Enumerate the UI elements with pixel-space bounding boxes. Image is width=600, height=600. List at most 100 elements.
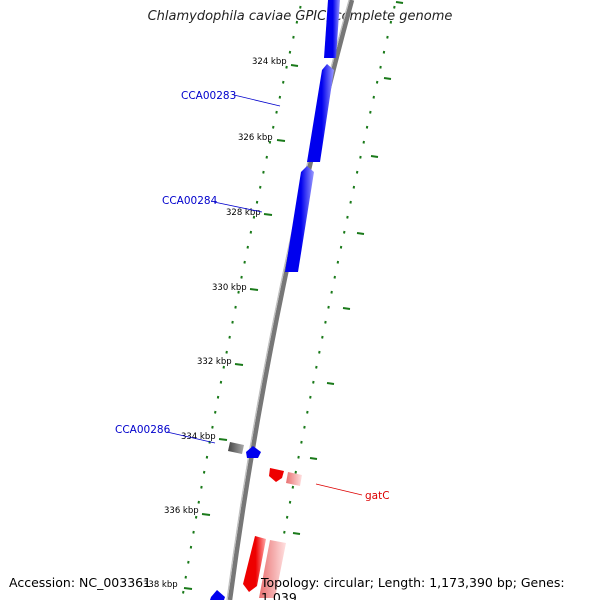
minor-tick bbox=[339, 245, 343, 249]
minor-tick bbox=[189, 545, 193, 549]
minor-tick bbox=[295, 20, 299, 24]
minor-tick bbox=[197, 500, 200, 504]
map-title: Chlamydophila caviae GPIC, complete geno… bbox=[147, 9, 453, 24]
minor-tick bbox=[231, 320, 234, 324]
genome-summary-text: Topology: circular; Length: 1,173,390 bp… bbox=[261, 575, 565, 600]
minor-tick bbox=[343, 230, 346, 234]
minor-tick bbox=[349, 200, 352, 204]
minor-tick bbox=[243, 260, 246, 264]
minor-tick bbox=[327, 305, 330, 309]
minor-tick bbox=[292, 35, 295, 39]
minor-tick bbox=[187, 560, 190, 564]
minor-tick bbox=[184, 575, 187, 579]
tick-label: 336 kbp bbox=[164, 506, 199, 516]
minor-tick bbox=[252, 215, 256, 219]
minor-tick bbox=[283, 530, 286, 534]
minor-tick bbox=[246, 245, 249, 249]
minor-tick bbox=[297, 455, 300, 459]
tick-labels: 324 kbp 326 kbp 328 kbp 330 kbp 332 kbp … bbox=[143, 57, 287, 590]
inner-tick-ring bbox=[182, 5, 302, 594]
minor-tick bbox=[194, 515, 198, 519]
minor-tick bbox=[285, 65, 288, 69]
minor-tick bbox=[382, 50, 386, 54]
minor-tick bbox=[375, 80, 379, 84]
minor-tick bbox=[288, 50, 292, 54]
minor-tick bbox=[346, 215, 349, 219]
minor-tick bbox=[222, 365, 225, 369]
gene-feature-forward[interactable] bbox=[246, 446, 261, 458]
minor-tick bbox=[362, 140, 365, 144]
minor-tick bbox=[216, 395, 220, 399]
minor-tick bbox=[306, 410, 309, 414]
minor-tick bbox=[389, 20, 393, 24]
minor-tick bbox=[372, 95, 375, 99]
minor-tick bbox=[300, 440, 303, 444]
minor-tick bbox=[192, 530, 195, 534]
minor-tick bbox=[294, 470, 297, 474]
gene-feature-reverse[interactable] bbox=[286, 472, 302, 486]
minor-tick bbox=[275, 110, 278, 114]
minor-tick bbox=[282, 80, 285, 84]
outer-tick-ring bbox=[272, 5, 396, 594]
minor-tick bbox=[386, 35, 389, 39]
gene-feature-reverse[interactable] bbox=[243, 536, 266, 592]
minor-tick bbox=[393, 5, 396, 9]
reverse-genes bbox=[243, 468, 302, 598]
major-ticks bbox=[183, 1, 404, 590]
minor-tick bbox=[182, 590, 185, 594]
minor-tick bbox=[234, 305, 237, 309]
minor-tick bbox=[268, 140, 272, 144]
backbone-line bbox=[227, 0, 355, 600]
minor-tick bbox=[240, 275, 243, 279]
minor-tick bbox=[262, 170, 265, 174]
minor-tick bbox=[355, 170, 359, 174]
minor-tick bbox=[309, 395, 312, 399]
tick-label: 326 kbp bbox=[238, 133, 273, 143]
minor-tick bbox=[365, 125, 369, 129]
gene-labels: CCA00283 CCA00284 CCA00286 gatC bbox=[115, 90, 390, 502]
gene-feature-forward[interactable] bbox=[307, 64, 334, 162]
gene-feature-reverse[interactable] bbox=[269, 468, 284, 482]
minor-tick bbox=[330, 290, 333, 294]
minor-tick bbox=[315, 365, 318, 369]
minor-tick bbox=[200, 485, 203, 489]
minor-tick bbox=[272, 125, 275, 129]
minor-tick bbox=[265, 155, 268, 159]
gene-feature-forward[interactable] bbox=[285, 166, 314, 272]
minor-tick bbox=[225, 350, 228, 354]
minor-tick bbox=[312, 380, 315, 384]
minor-tick bbox=[333, 275, 336, 279]
gene-feature-other[interactable] bbox=[228, 442, 244, 454]
minor-tick bbox=[211, 425, 214, 429]
gene-feature-reverse[interactable] bbox=[259, 540, 286, 598]
minor-tick bbox=[369, 110, 372, 114]
gene-label[interactable]: CCA00286 bbox=[115, 424, 171, 436]
minor-tick bbox=[237, 290, 240, 294]
gene-feature-forward[interactable] bbox=[210, 590, 225, 600]
minor-tick bbox=[303, 425, 306, 429]
gene-feature-forward[interactable] bbox=[324, 0, 340, 58]
tick-label: 324 kbp bbox=[252, 57, 287, 67]
minor-tick bbox=[249, 230, 253, 234]
tick-label: 334 kbp bbox=[181, 432, 216, 442]
minor-tick bbox=[285, 515, 289, 519]
minor-tick bbox=[324, 320, 327, 324]
gene-label[interactable]: CCA00283 bbox=[181, 90, 236, 102]
minor-tick bbox=[205, 455, 209, 459]
tick-label: 330 kbp bbox=[212, 283, 247, 293]
gene-label[interactable]: gatC bbox=[365, 490, 390, 502]
minor-tick bbox=[255, 200, 259, 204]
minor-tick bbox=[318, 350, 321, 354]
accession-text: Accession: NC_003361 bbox=[9, 575, 152, 590]
minor-tick bbox=[352, 185, 356, 189]
forward-genes bbox=[210, 0, 340, 600]
label-leaders bbox=[166, 94, 363, 496]
minor-tick bbox=[359, 155, 362, 159]
gene-label[interactable]: CCA00284 bbox=[162, 195, 218, 207]
tick-label: 328 kbp bbox=[226, 208, 261, 218]
tick-label: 332 kbp bbox=[197, 357, 232, 367]
minor-tick bbox=[379, 65, 382, 69]
minor-tick bbox=[259, 185, 262, 189]
